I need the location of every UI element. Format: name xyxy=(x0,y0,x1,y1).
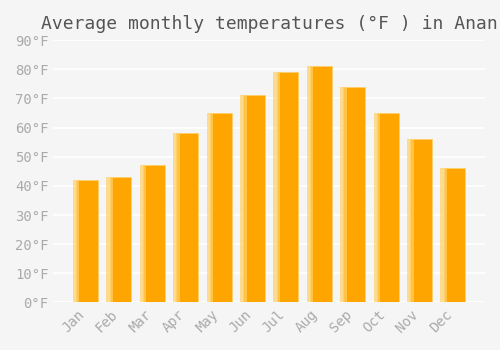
Bar xyxy=(106,177,113,302)
Bar xyxy=(73,180,80,302)
Bar xyxy=(210,113,232,302)
Bar xyxy=(206,113,213,302)
Bar xyxy=(143,166,165,302)
Title: Average monthly temperatures (°F ) in Anan: Average monthly temperatures (°F ) in An… xyxy=(41,15,498,33)
Bar xyxy=(307,66,314,302)
Bar xyxy=(276,72,298,302)
Bar xyxy=(410,139,432,302)
Bar xyxy=(240,96,246,302)
Bar xyxy=(140,166,146,302)
Bar xyxy=(244,96,265,302)
Bar xyxy=(176,133,198,302)
Bar xyxy=(76,180,98,302)
Bar xyxy=(440,168,447,302)
Bar xyxy=(407,139,414,302)
Bar xyxy=(110,177,132,302)
Bar xyxy=(374,113,380,302)
Bar xyxy=(173,133,180,302)
Bar xyxy=(310,66,332,302)
Bar xyxy=(377,113,398,302)
Bar xyxy=(344,87,365,302)
Bar xyxy=(274,72,280,302)
Bar xyxy=(340,87,346,302)
Bar xyxy=(444,168,466,302)
